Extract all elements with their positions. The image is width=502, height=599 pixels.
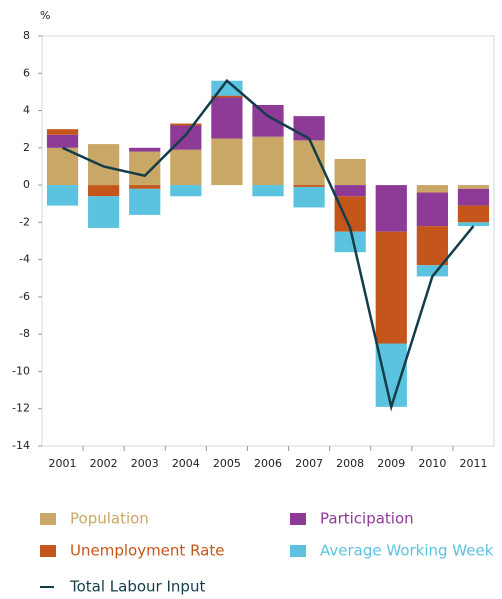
bar-segment bbox=[46, 134, 79, 148]
bar-segment bbox=[375, 231, 407, 344]
bar-segment bbox=[88, 144, 120, 186]
bar-segment bbox=[46, 185, 79, 206]
bar-segment bbox=[129, 188, 161, 215]
bar-segment bbox=[375, 185, 407, 232]
bar-segment bbox=[416, 265, 448, 277]
x-tick-label: 2002 bbox=[90, 457, 118, 470]
bar-segment bbox=[211, 97, 243, 139]
x-tick-label: 2005 bbox=[213, 457, 241, 470]
bar-segment bbox=[416, 192, 448, 227]
bar-segment bbox=[129, 185, 161, 189]
x-tick-label: 2007 bbox=[295, 457, 323, 470]
y-tick-label: -2 bbox=[19, 215, 30, 228]
bar-segment bbox=[334, 231, 366, 253]
bar-segment bbox=[46, 129, 79, 135]
y-tick-label: -4 bbox=[19, 253, 30, 266]
legend-swatch bbox=[290, 513, 306, 525]
bar-segment bbox=[211, 138, 243, 186]
y-tick-label: 0 bbox=[23, 178, 30, 191]
bar-segment bbox=[252, 136, 284, 186]
y-tick-label: -12 bbox=[12, 402, 30, 415]
legend-swatch bbox=[40, 513, 56, 525]
bar-segment bbox=[170, 185, 202, 197]
x-tick-label: 2006 bbox=[254, 457, 282, 470]
bar-segment bbox=[457, 185, 490, 189]
x-tick-label: 2009 bbox=[377, 457, 405, 470]
bar-segment bbox=[129, 147, 161, 152]
bar-segment bbox=[293, 116, 325, 141]
legend-label: Average Working Week bbox=[320, 542, 494, 560]
bar-segment bbox=[416, 185, 448, 193]
legend-label: Population bbox=[70, 510, 149, 528]
bar-segment bbox=[46, 147, 79, 186]
bar-segment bbox=[457, 222, 490, 227]
bar-segment bbox=[293, 185, 325, 187]
y-tick-label: -10 bbox=[12, 364, 30, 377]
y-unit: % bbox=[40, 9, 50, 22]
legend-swatch bbox=[40, 545, 56, 557]
y-tick-label: -8 bbox=[19, 327, 30, 340]
y-tick-label: 2 bbox=[23, 141, 30, 154]
legend-label: Unemployment Rate bbox=[70, 542, 224, 560]
x-tick-label: 2010 bbox=[418, 457, 446, 470]
bar-segment bbox=[88, 196, 120, 228]
bar-segment bbox=[293, 186, 325, 208]
legend-swatch bbox=[290, 545, 306, 557]
bar-segment bbox=[88, 185, 120, 197]
y-tick-label: -6 bbox=[19, 290, 30, 303]
bar-segment bbox=[457, 205, 490, 223]
y-tick-label: 8 bbox=[23, 29, 30, 42]
bar-segment bbox=[334, 159, 366, 186]
legend-label: Participation bbox=[320, 510, 414, 528]
bar-segment bbox=[170, 123, 202, 126]
x-tick-label: 2004 bbox=[172, 457, 200, 470]
line bbox=[62, 78, 475, 412]
bar-segment bbox=[211, 95, 243, 98]
bar-segment bbox=[416, 226, 448, 266]
x-tick-label: 2003 bbox=[131, 457, 159, 470]
x-tick-label: 2011 bbox=[459, 457, 487, 470]
y-tick-label: 6 bbox=[23, 66, 30, 79]
bar-segment bbox=[170, 149, 202, 186]
bar-segment bbox=[129, 151, 161, 186]
legend-label: Total Labour Input bbox=[69, 578, 205, 596]
bar-segment bbox=[457, 188, 490, 206]
x-tick-label: 2008 bbox=[336, 457, 364, 470]
bar-segment bbox=[334, 185, 366, 197]
y-tick-label: -14 bbox=[12, 439, 30, 452]
bar-segment bbox=[252, 185, 284, 197]
y-tick-label: 4 bbox=[23, 104, 30, 117]
x-tick-label: 2001 bbox=[49, 457, 77, 470]
